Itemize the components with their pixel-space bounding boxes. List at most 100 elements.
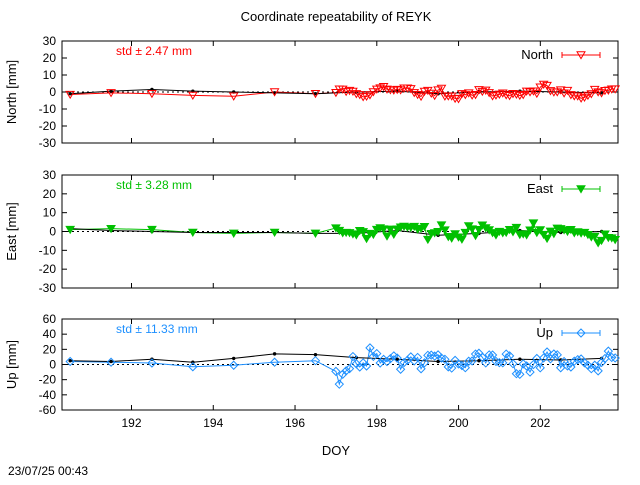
reference-point: [313, 92, 318, 96]
y-tick-label: 40: [43, 327, 57, 341]
data-point: [365, 343, 375, 353]
data-point: [412, 352, 423, 363]
data-point: [528, 359, 539, 370]
data-point: [399, 357, 409, 368]
data-point: [269, 357, 280, 367]
data-point: [331, 366, 341, 377]
data-point: [331, 88, 341, 98]
data-point: [361, 361, 372, 371]
data-point: [504, 351, 515, 361]
panels-group: -30 -20 -10 0 10 20 30 North [mm] std ± 2.47 mm N…: [4, 34, 621, 430]
std-annotation: std ± 3.28 mm: [116, 178, 192, 192]
y-tick-label: 10: [43, 68, 57, 82]
y-axis-label: North [mm]: [4, 60, 19, 124]
data-point: [409, 356, 419, 366]
data-point: [395, 364, 406, 374]
figure-title: Coordinate repeatability of REYK: [241, 9, 432, 24]
data-point: [508, 228, 518, 237]
data-point: [603, 346, 614, 356]
data-point: [566, 91, 576, 100]
y-tick-label: -60: [39, 403, 57, 417]
std-annotation: std ± 11.33 mm: [116, 322, 198, 336]
data-point: [467, 225, 478, 234]
data-point: [497, 89, 508, 98]
data-point: [477, 352, 488, 362]
data-point: [508, 90, 518, 99]
x-tick-label: 198: [367, 416, 387, 430]
data-point: [528, 219, 539, 228]
data-point: [538, 80, 549, 90]
data-point: [590, 360, 600, 370]
data-point: [310, 90, 321, 99]
data-point: [436, 221, 447, 230]
data-point: [416, 364, 426, 374]
data-point: [392, 353, 402, 363]
data-point: [467, 356, 477, 366]
y-tick-label: -20: [39, 119, 57, 133]
data-point: [429, 91, 440, 101]
data-point: [572, 354, 583, 365]
y-axis-label: Up [mm]: [4, 340, 19, 389]
x-tick-label: 194: [203, 416, 223, 430]
data-point: [474, 86, 484, 95]
data-point: [531, 89, 542, 99]
data-point: [368, 351, 379, 362]
data-point: [423, 350, 433, 361]
data-point: [341, 366, 351, 376]
data-point: [412, 90, 423, 100]
data-point: [147, 90, 157, 99]
y-tick-label: 0: [49, 225, 56, 239]
data-point: [538, 353, 549, 363]
panel-north: -30 -20 -10 0 10 20 30 North [mm] std ± 2.47 mm N…: [4, 34, 621, 150]
data-point: [607, 352, 617, 363]
y-tick-label: 10: [43, 206, 57, 220]
data-point: [426, 350, 436, 360]
data-point: [566, 362, 576, 372]
data-point: [405, 85, 416, 94]
data-point: [348, 351, 358, 362]
data-point: [593, 366, 603, 376]
data-point: [542, 234, 552, 244]
data-point: [457, 90, 467, 99]
data-point: [542, 81, 552, 91]
data-point: [382, 356, 392, 367]
data-point: [368, 88, 379, 97]
y-tick-label: -40: [39, 388, 57, 402]
data-point: [351, 90, 362, 99]
y-tick-label: -20: [39, 262, 57, 276]
data-point: [402, 84, 413, 93]
data-point: [586, 90, 597, 99]
data-point: [378, 83, 389, 92]
data-point: [188, 362, 198, 372]
data-point: [460, 228, 471, 238]
data-point: [419, 358, 430, 368]
reference-point: [109, 359, 113, 364]
reference-point: [68, 92, 72, 96]
y-tick-label: -30: [39, 281, 57, 295]
reference-point: [559, 358, 563, 362]
legend-marker: [576, 328, 586, 338]
data-point: [344, 86, 355, 96]
series-line-up: [70, 346, 616, 386]
data-point: [474, 226, 484, 235]
reference-point: [272, 352, 277, 356]
y-tick-label: 30: [43, 168, 57, 182]
y-tick-label: -10: [39, 102, 57, 116]
data-point: [344, 363, 355, 374]
data-point: [382, 232, 392, 241]
x-tick-label: 202: [530, 416, 550, 430]
data-point: [610, 236, 621, 245]
reference-point: [232, 356, 236, 361]
legend-marker: [576, 185, 586, 194]
data-point: [470, 349, 481, 359]
data-point: [525, 367, 535, 377]
data-point: [460, 362, 471, 373]
data-point: [147, 225, 157, 235]
data-point: [504, 92, 515, 101]
data-point: [511, 90, 522, 99]
data-point: [521, 87, 532, 96]
data-point: [515, 369, 525, 380]
data-point: [562, 361, 573, 371]
y-tick-label: 0: [49, 358, 56, 372]
data-point: [446, 92, 457, 101]
